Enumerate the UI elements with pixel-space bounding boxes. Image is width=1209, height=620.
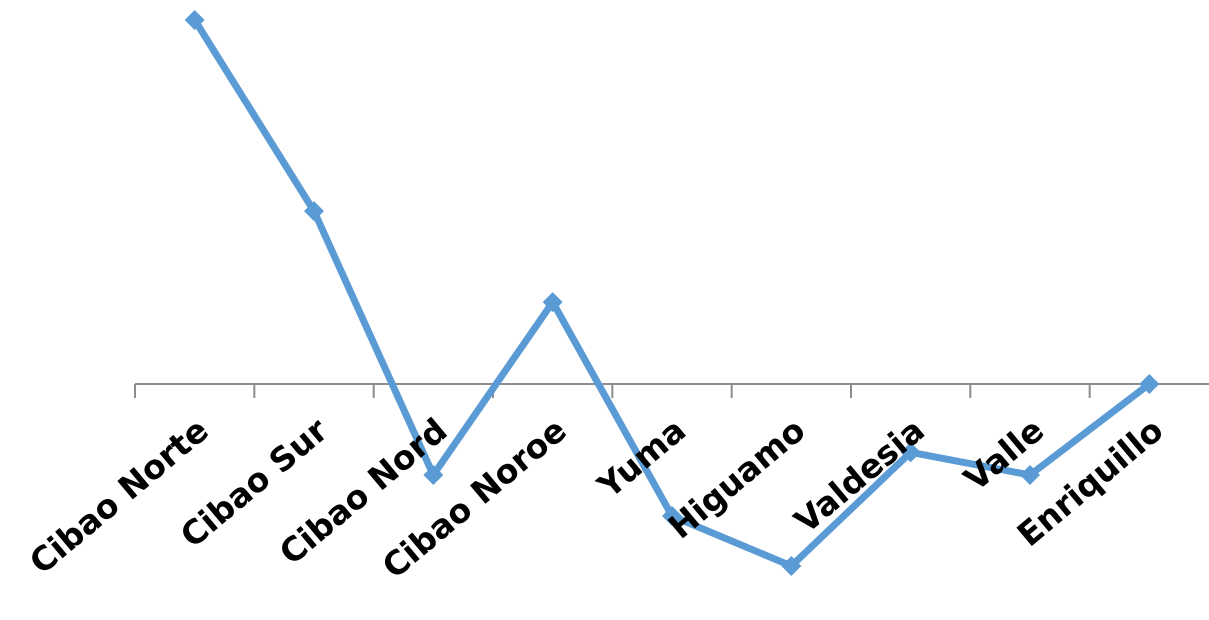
category-label: Cibao Norte xyxy=(22,410,216,581)
data-point-marker xyxy=(423,465,444,485)
series-line-group xyxy=(184,10,1160,576)
data-point-marker xyxy=(542,292,563,313)
data-point-marker xyxy=(781,556,802,576)
category-label: Valle xyxy=(956,410,1051,498)
data-point-marker xyxy=(662,505,682,526)
data-point-marker xyxy=(1139,374,1160,394)
data-point-marker xyxy=(184,10,205,30)
data-point-marker xyxy=(1020,465,1040,485)
series-line xyxy=(191,16,1153,570)
data-point-marker xyxy=(304,201,324,222)
category-axis xyxy=(134,383,1209,398)
category-label: Yuma xyxy=(589,410,693,506)
data-point-marker xyxy=(900,442,921,463)
category-label: Valdesia xyxy=(787,410,932,541)
